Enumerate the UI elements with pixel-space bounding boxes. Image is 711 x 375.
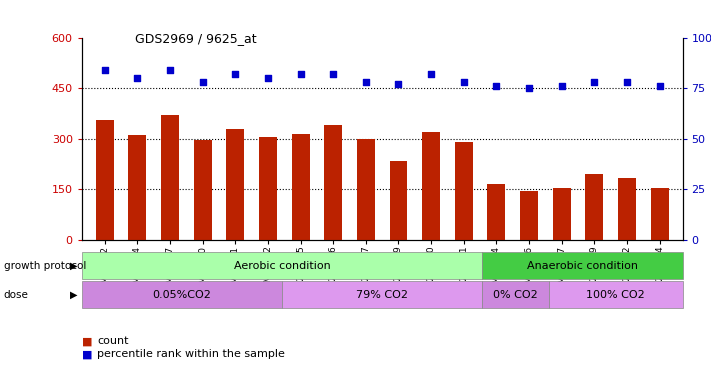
Point: [491, 83, 502, 89]
Point: [621, 79, 633, 85]
Text: growth protocol: growth protocol: [4, 261, 86, 271]
Bar: [482, 281, 549, 308]
Point: [295, 71, 306, 77]
Bar: [128, 135, 146, 240]
Text: ■: ■: [82, 336, 92, 346]
Text: dose: dose: [4, 290, 28, 300]
Point: [425, 71, 437, 77]
Bar: [390, 160, 407, 240]
Bar: [82, 281, 282, 308]
Bar: [482, 252, 683, 279]
Text: count: count: [97, 336, 129, 346]
Text: ▶: ▶: [70, 290, 77, 300]
Bar: [292, 134, 309, 240]
Bar: [520, 191, 538, 240]
Point: [197, 79, 208, 85]
Point: [458, 79, 469, 85]
Bar: [488, 184, 506, 240]
Point: [589, 79, 600, 85]
Text: 0% CO2: 0% CO2: [493, 290, 538, 300]
Bar: [455, 142, 473, 240]
Point: [328, 71, 339, 77]
Point: [392, 81, 404, 87]
Bar: [422, 132, 440, 240]
Text: 79% CO2: 79% CO2: [356, 290, 408, 300]
Text: ■: ■: [82, 350, 92, 359]
Bar: [324, 125, 342, 240]
Bar: [161, 115, 179, 240]
Point: [230, 71, 241, 77]
Bar: [96, 120, 114, 240]
Bar: [259, 137, 277, 240]
Bar: [82, 252, 482, 279]
Point: [99, 67, 110, 73]
Bar: [585, 174, 604, 240]
Point: [523, 85, 535, 91]
Bar: [651, 188, 668, 240]
Text: Anaerobic condition: Anaerobic condition: [527, 261, 638, 271]
Text: percentile rank within the sample: percentile rank within the sample: [97, 350, 285, 359]
Point: [262, 75, 274, 81]
Point: [654, 83, 665, 89]
Text: GDS2969 / 9625_at: GDS2969 / 9625_at: [135, 32, 257, 45]
Bar: [357, 139, 375, 240]
Bar: [282, 281, 482, 308]
Bar: [193, 141, 212, 240]
Text: 100% CO2: 100% CO2: [587, 290, 645, 300]
Point: [132, 75, 143, 81]
Point: [360, 79, 372, 85]
Bar: [226, 129, 244, 240]
Point: [164, 67, 176, 73]
Bar: [552, 188, 571, 240]
Point: [556, 83, 567, 89]
Text: ▶: ▶: [70, 261, 77, 271]
Text: Aerobic condition: Aerobic condition: [234, 261, 331, 271]
Bar: [549, 281, 683, 308]
Bar: [618, 178, 636, 240]
Text: 0.05%CO2: 0.05%CO2: [152, 290, 211, 300]
